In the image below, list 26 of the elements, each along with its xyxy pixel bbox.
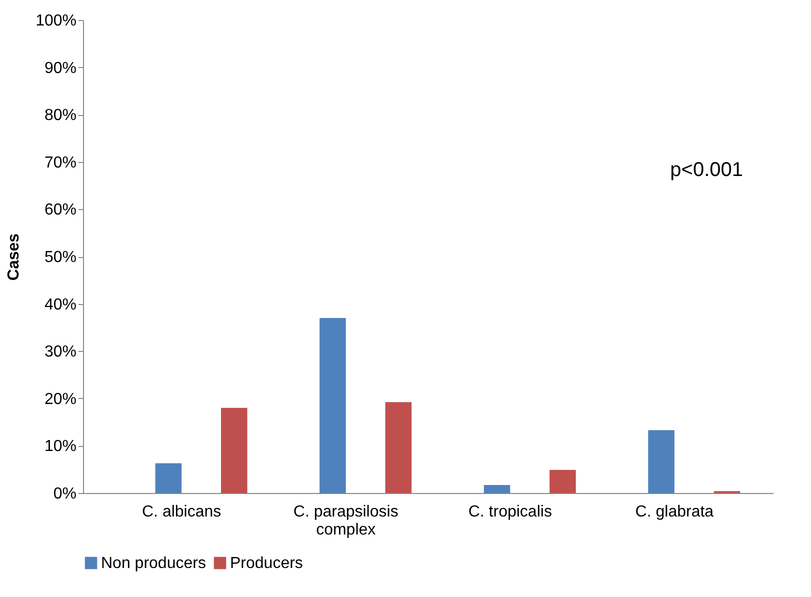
y-tick-label: 10% [44,438,76,456]
annotation: p<0.001 [670,159,743,181]
y-tick-label: 30% [44,344,76,361]
bar [648,430,674,493]
legend-label: Producers [230,555,303,572]
y-tick-label: 70% [44,154,76,172]
x-tick-label: C. parapsilosis complex [293,504,398,538]
y-tick-label: 40% [44,296,76,314]
y-axis-title: Cases [6,233,23,281]
bar [320,318,346,493]
bar [221,408,248,493]
x-tick-label: C. tropicalis [468,504,552,520]
y-tick-label: 90% [44,60,76,77]
bar [155,463,182,493]
x-tick-label: C. glabrata [635,504,714,520]
bar [385,402,412,493]
y-tick-label: 0% [53,486,76,502]
y-tick-label: 60% [44,202,76,219]
y-tick-label: 20% [44,390,76,408]
y-tick-label: 50% [44,249,76,266]
bar [550,470,576,493]
x-tick-label: C. albicans [142,504,222,520]
bar [484,484,510,493]
y-tick-label: 100% [36,12,76,30]
legend-label: Non producers [101,555,206,572]
y-tick-label: 80% [44,107,76,124]
